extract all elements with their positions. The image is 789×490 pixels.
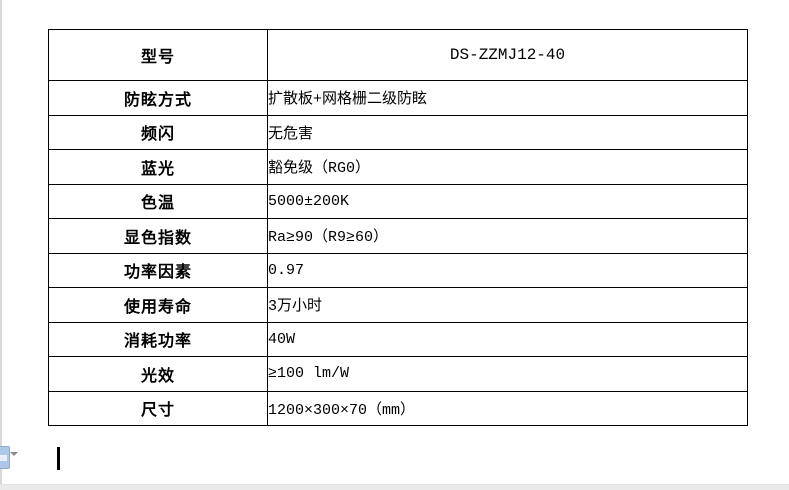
spec-value[interactable]: DS-ZZMJ12-40 — [267, 29, 748, 81]
chevron-down-icon[interactable] — [10, 452, 18, 456]
spec-value[interactable]: 0.97 — [267, 252, 748, 288]
table-row: 功率因素 0.97 — [48, 252, 748, 288]
table-row: 使用寿命 3万小时 — [48, 287, 748, 323]
table-row: 频闪 无危害 — [48, 114, 748, 150]
spec-label[interactable]: 色温 — [48, 183, 268, 219]
spec-table: 型号 DS-ZZMJ12-40 防眩方式 扩散板+网格栅二级防眩 频闪 无危害 … — [48, 29, 748, 426]
clipboard-paper — [0, 455, 7, 461]
table-row: 光效 ≥100 lm/W — [48, 356, 748, 392]
page-edge-line — [0, 0, 2, 490]
paste-options-icon[interactable] — [0, 446, 10, 469]
table-row: 消耗功率 40W — [48, 321, 748, 357]
spec-value[interactable]: 40W — [267, 321, 748, 357]
spec-value[interactable]: 1200×300×70（mm） — [267, 390, 748, 426]
table-row: 型号 DS-ZZMJ12-40 — [48, 29, 748, 81]
spec-label[interactable]: 频闪 — [48, 114, 268, 150]
text-cursor — [57, 447, 60, 470]
table-row: 尺寸 1200×300×70（mm） — [48, 390, 748, 426]
spec-label[interactable]: 使用寿命 — [48, 287, 268, 323]
table-row: 显色指数 Ra≥90（R9≥60） — [48, 218, 748, 254]
spec-label[interactable]: 型号 — [48, 29, 268, 81]
spec-label[interactable]: 消耗功率 — [48, 321, 268, 357]
spec-value[interactable]: 豁免级（RG0） — [267, 149, 748, 185]
spec-label[interactable]: 功率因素 — [48, 252, 268, 288]
table-row: 蓝光 豁免级（RG0） — [48, 149, 748, 185]
spec-value[interactable]: Ra≥90（R9≥60） — [267, 218, 748, 254]
spec-label[interactable]: 尺寸 — [48, 390, 268, 426]
table-row: 色温 5000±200K — [48, 183, 748, 219]
spec-label[interactable]: 显色指数 — [48, 218, 268, 254]
bottom-edge-strip — [0, 484, 789, 490]
spec-value[interactable]: 5000±200K — [267, 183, 748, 219]
spec-value[interactable]: ≥100 lm/W — [267, 356, 748, 392]
spec-value[interactable]: 扩散板+网格栅二级防眩 — [267, 80, 748, 116]
spec-label[interactable]: 蓝光 — [48, 149, 268, 185]
spec-label[interactable]: 防眩方式 — [48, 80, 268, 116]
spec-value[interactable]: 无危害 — [267, 114, 748, 150]
spec-value[interactable]: 3万小时 — [267, 287, 748, 323]
table-row: 防眩方式 扩散板+网格栅二级防眩 — [48, 80, 748, 116]
spec-label[interactable]: 光效 — [48, 356, 268, 392]
